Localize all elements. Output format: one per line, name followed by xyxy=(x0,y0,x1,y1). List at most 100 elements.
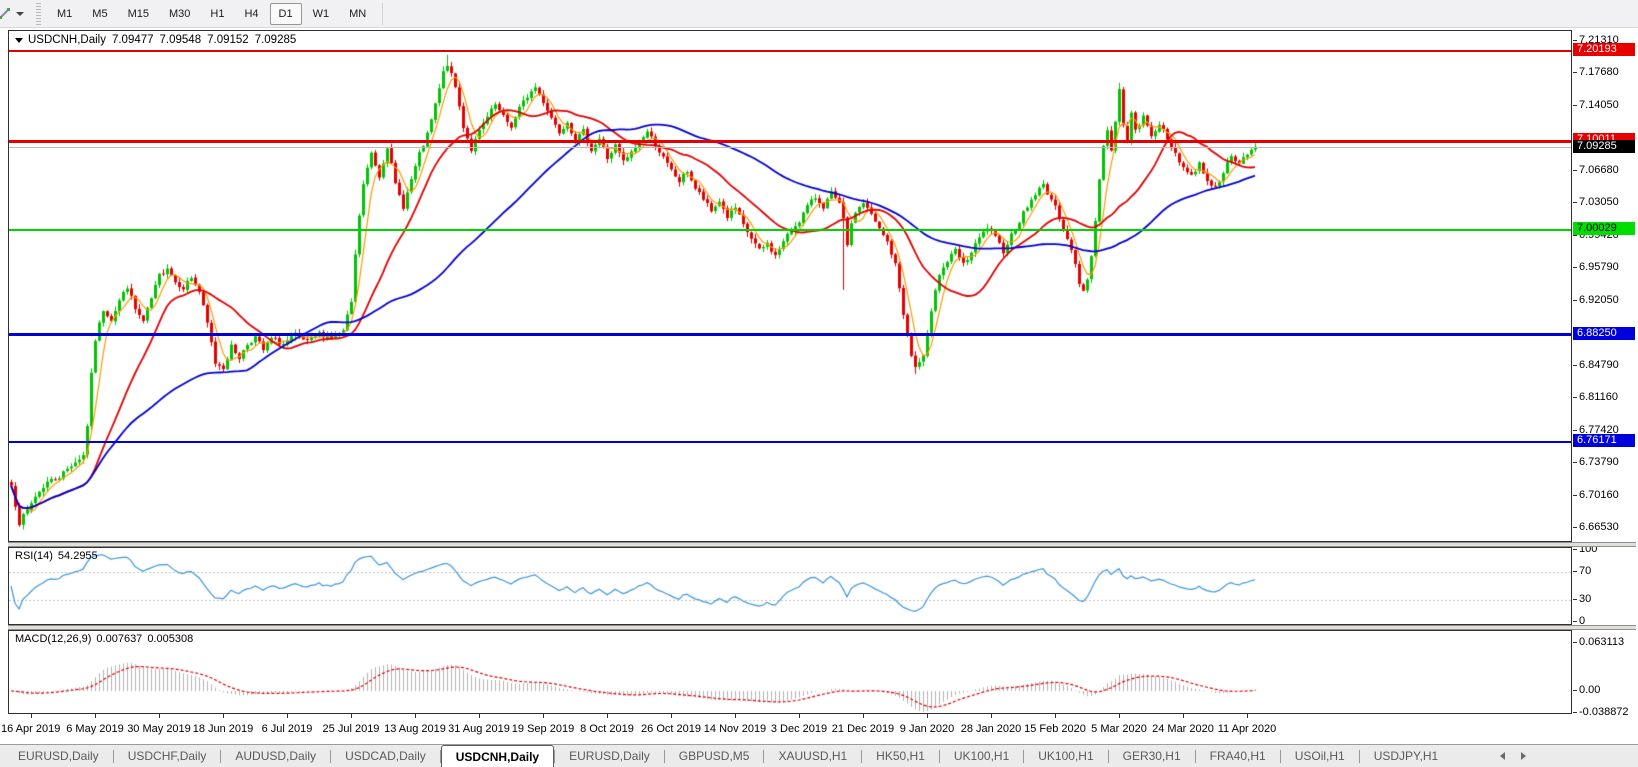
timeframe-button-mn[interactable]: MN xyxy=(349,7,367,20)
price-axis[interactable]: 7.213107.176807.140507.066807.030506.994… xyxy=(1572,30,1638,718)
crosshair-cursor-icon[interactable] xyxy=(0,5,14,23)
chart-tab-fra40-h1[interactable]: FRA40,H1 xyxy=(1209,749,1266,763)
main-chart-pane[interactable]: USDCNH,Daily 7.09477 7.09548 7.09152 7.0… xyxy=(8,30,1572,542)
chart-tab-usdcad-daily[interactable]: USDCAD,Daily xyxy=(345,749,426,763)
chart-dropdown-icon[interactable] xyxy=(15,37,23,43)
tab-separator xyxy=(1358,749,1360,763)
resistance-badge-7.20193: 7.20193 xyxy=(1573,42,1635,56)
hline-resistance-7.10011[interactable] xyxy=(9,140,1571,143)
hline-bid-price[interactable] xyxy=(9,147,1571,148)
macd-axis-tick: 0.00 xyxy=(1572,684,1601,696)
ohlc-open: 7.09477 xyxy=(111,34,154,46)
date-axis-label: 5 Mar 2020 xyxy=(1091,723,1147,735)
macd-canvas[interactable] xyxy=(9,631,1571,713)
tab-separator xyxy=(220,749,222,763)
chart-tab-usdcnh-daily[interactable]: USDCNH,Daily xyxy=(440,745,555,767)
ohlc-low: 7.09152 xyxy=(207,34,249,46)
pane-splitter[interactable] xyxy=(8,625,1636,630)
price-axis-tick: 6.73790 xyxy=(1573,456,1619,469)
chart-tab-ger30-h1[interactable]: GER30,H1 xyxy=(1122,749,1181,763)
date-axis-tick-mark xyxy=(1119,714,1120,718)
pane-splitter[interactable] xyxy=(8,542,1636,547)
chart-tab-uk100-h1[interactable]: UK100,H1 xyxy=(1038,749,1094,763)
chart-tabs: EURUSD,Daily USDCHF,Daily AUDUSD,Daily USDC… xyxy=(0,745,1452,767)
tab-separator xyxy=(938,749,940,763)
macd-axis-tick: -0.038872 xyxy=(1573,706,1629,718)
price-axis-tick: 6.92050 xyxy=(1573,294,1619,307)
ohlc-high: 7.09548 xyxy=(159,34,202,46)
date-axis-label: 18 Jun 2019 xyxy=(192,723,254,735)
macd-value-main: 0.007637 xyxy=(96,633,143,645)
price-axis-tick: 6.70160 xyxy=(1573,488,1619,501)
rsi-canvas[interactable] xyxy=(9,548,1571,624)
rsi-axis-tick: 70 xyxy=(1572,564,1592,577)
tab-scroll-left-icon[interactable] xyxy=(1500,752,1505,760)
timeframe-button-d1[interactable]: D1 xyxy=(269,2,302,25)
tab-separator xyxy=(861,749,863,763)
date-axis-label: 3 Dec 2019 xyxy=(770,723,828,735)
date-axis-tick-mark xyxy=(607,714,608,718)
date-axis-label: 25 Jul 2019 xyxy=(322,723,380,735)
chart-tab-usoil-h1[interactable]: USOil,H1 xyxy=(1294,749,1345,763)
date-axis-label: 28 Jan 2020 xyxy=(960,723,1022,735)
date-axis-tick-mark xyxy=(543,714,544,718)
date-axis-tick-mark xyxy=(1055,714,1056,718)
timeframe-button-m15[interactable]: M15 xyxy=(127,7,149,20)
price-axis-tick: 7.06680 xyxy=(1573,164,1619,177)
chart-tab-eurusd-daily[interactable]: EURUSD,Daily xyxy=(569,749,650,763)
hline-support-6.76171[interactable] xyxy=(9,441,1571,443)
rsi-indicator-pane[interactable]: RSI(14) 54.2955 xyxy=(8,547,1572,625)
price-axis-tick: 6.66530 xyxy=(1573,521,1619,533)
price-axis-tick: 6.95790 xyxy=(1573,260,1619,273)
timeframe-buttons: M1 M5 M15 M30 H1 H4 D1 W1 MN xyxy=(47,2,376,25)
date-axis-tick-mark xyxy=(1183,714,1184,718)
date-axis-tick-mark xyxy=(671,714,672,718)
tab-separator xyxy=(1107,749,1109,763)
date-axis-tick-mark xyxy=(159,714,160,718)
timeframe-button-h4[interactable]: H4 xyxy=(244,7,259,20)
date-axis-tick-mark xyxy=(799,714,800,718)
chart-tab-bar: EURUSD,Daily USDCHF,Daily AUDUSD,Daily USDC… xyxy=(0,744,1638,767)
chart-title[interactable]: USDCNH,Daily 7.09477 7.09548 7.09152 7.0… xyxy=(15,34,302,46)
chart-tab-usdchf-daily[interactable]: USDCHF,Daily xyxy=(127,749,207,763)
price-axis-tick: 6.77420 xyxy=(1573,424,1619,437)
tab-separator xyxy=(439,749,441,763)
chart-tab-audusd-daily[interactable]: AUDUSD,Daily xyxy=(235,749,317,763)
rsi-label: RSI(14) 54.2955 xyxy=(15,550,103,562)
rsi-name: RSI(14) xyxy=(15,550,53,562)
timeframe-button-h1[interactable]: H1 xyxy=(210,7,225,20)
timeframe-button-w1[interactable]: W1 xyxy=(312,7,330,20)
macd-indicator-pane[interactable]: MACD(12,26,9) 0.007637 0.005308 xyxy=(8,630,1572,714)
support-badge-6.88250: 6.88250 xyxy=(1573,326,1635,340)
date-axis[interactable]: 16 Apr 2019 6 May 2019 30 May 2019 18 Jun 2… xyxy=(0,714,1638,744)
price-axis-tick: 6.81160 xyxy=(1573,390,1618,403)
tab-scroll-right-icon[interactable] xyxy=(1521,752,1526,760)
dropdown-caret-icon[interactable] xyxy=(16,11,24,16)
chart-tab-xauusd-h1[interactable]: XAUUSD,H1 xyxy=(778,749,848,763)
date-axis-label: 13 Aug 2019 xyxy=(384,723,446,735)
date-axis-label: 14 Nov 2019 xyxy=(703,723,767,735)
date-axis-label: 26 Oct 2019 xyxy=(641,723,701,735)
chart-tab-usdjpy-h1[interactable]: USDJPY,H1 xyxy=(1373,749,1439,763)
timeframe-button-m30[interactable]: M30 xyxy=(168,7,191,20)
price-axis-tick: 6.84790 xyxy=(1573,358,1619,371)
tab-scroll-arrows xyxy=(1500,745,1526,767)
toolbar-grip[interactable] xyxy=(36,2,41,25)
candlestick-canvas[interactable] xyxy=(9,31,1571,541)
rsi-axis-tick: 0 xyxy=(1572,615,1586,627)
hline-support-7.00029[interactable] xyxy=(9,229,1571,231)
tab-separator xyxy=(1194,749,1196,763)
chart-tab-gbpusd-m5[interactable]: GBPUSD,M5 xyxy=(678,749,750,763)
chart-tab-uk100-h1[interactable]: UK100,H1 xyxy=(953,749,1010,763)
timeframe-button-m5[interactable]: M5 xyxy=(92,7,108,20)
hline-resistance-7.20193[interactable] xyxy=(9,50,1571,52)
date-axis-label: 21 Dec 2019 xyxy=(831,723,895,735)
chart-tab-hk50-h1[interactable]: HK50,H1 xyxy=(876,749,925,763)
support-badge-7.00029: 7.00029 xyxy=(1573,222,1635,236)
date-axis-label: 19 Sep 2019 xyxy=(511,723,575,735)
timeframe-button-m1[interactable]: M1 xyxy=(57,7,73,20)
chart-tab-eurusd-daily[interactable]: EURUSD,Daily xyxy=(18,749,99,763)
hline-support-6.88250[interactable] xyxy=(9,333,1571,336)
date-axis-tick-mark xyxy=(927,714,928,718)
rsi-axis-tick: 30 xyxy=(1572,593,1592,606)
